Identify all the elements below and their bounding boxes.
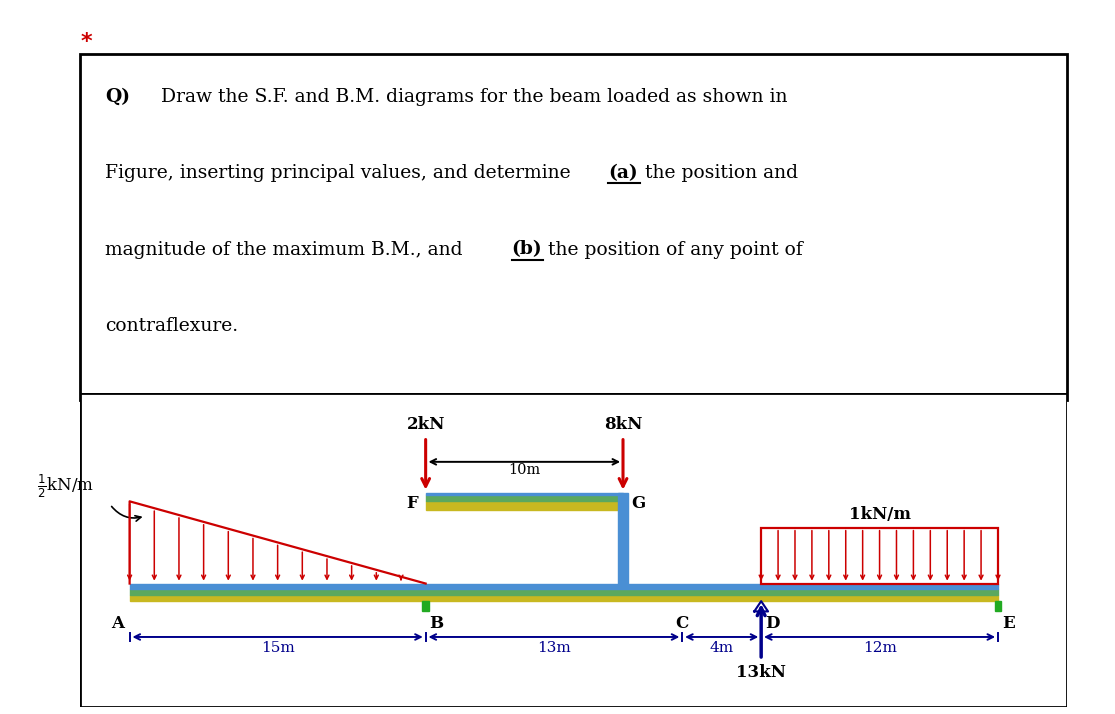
Bar bbox=[618, 493, 629, 583]
Text: B: B bbox=[429, 615, 444, 632]
Text: E: E bbox=[1002, 615, 1015, 632]
Bar bbox=[423, 601, 429, 610]
Text: 13m: 13m bbox=[537, 640, 571, 655]
Text: G: G bbox=[631, 496, 646, 513]
Text: contraflexure.: contraflexure. bbox=[105, 317, 239, 335]
Text: 13kN: 13kN bbox=[736, 664, 786, 681]
Text: D: D bbox=[765, 615, 779, 632]
Bar bbox=[995, 601, 1001, 610]
Text: magnitude of the maximum B.M., and: magnitude of the maximum B.M., and bbox=[105, 241, 463, 258]
Text: the position and: the position and bbox=[644, 164, 797, 182]
Text: 8kN: 8kN bbox=[604, 416, 642, 433]
Text: $\frac{1}{2}$kN/m: $\frac{1}{2}$kN/m bbox=[37, 473, 94, 500]
Bar bbox=[129, 590, 998, 595]
Text: *: * bbox=[80, 32, 91, 52]
Text: 12m: 12m bbox=[863, 640, 896, 655]
Text: 1kN/m: 1kN/m bbox=[849, 506, 911, 523]
Text: Figure, inserting principal values, and determine: Figure, inserting principal values, and … bbox=[105, 164, 571, 182]
Bar bbox=[762, 528, 998, 583]
Text: 10m: 10m bbox=[508, 463, 541, 478]
Text: F: F bbox=[406, 496, 418, 513]
Text: Q): Q) bbox=[105, 88, 130, 106]
Bar bbox=[426, 496, 623, 501]
Text: Draw the S.F. and B.M. diagrams for the beam loaded as shown in: Draw the S.F. and B.M. diagrams for the … bbox=[162, 88, 787, 106]
Text: the position of any point of: the position of any point of bbox=[547, 241, 803, 258]
Bar bbox=[129, 595, 998, 601]
Text: C: C bbox=[676, 615, 689, 632]
Text: 2kN: 2kN bbox=[407, 416, 445, 433]
Text: 4m: 4m bbox=[709, 640, 734, 655]
Text: 15m: 15m bbox=[261, 640, 294, 655]
Bar bbox=[426, 493, 623, 496]
Text: A: A bbox=[110, 615, 124, 632]
Bar bbox=[129, 583, 998, 590]
Text: (a): (a) bbox=[608, 164, 638, 182]
Bar bbox=[426, 501, 623, 510]
Text: (b): (b) bbox=[512, 241, 542, 258]
